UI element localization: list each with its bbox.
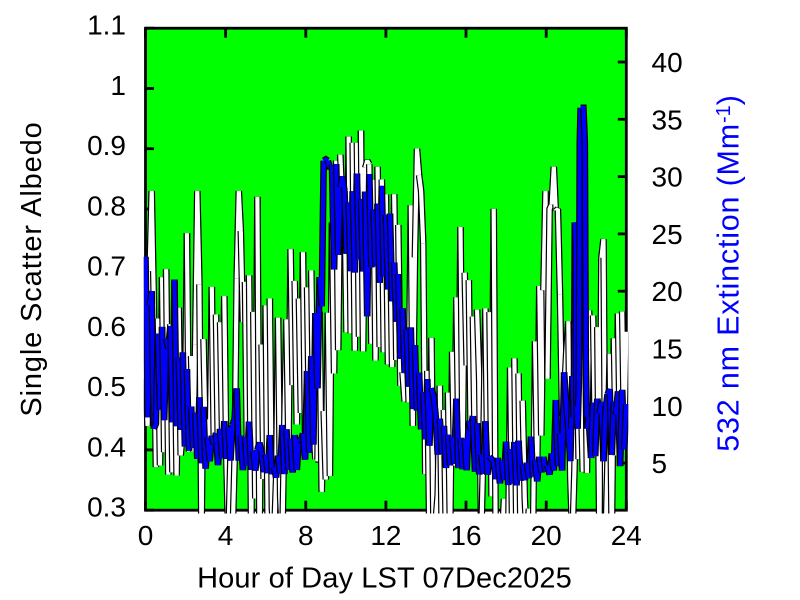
svg-text:0.7: 0.7 [87,251,126,282]
svg-text:25: 25 [652,219,683,250]
svg-text:24: 24 [611,520,642,551]
svg-text:0.6: 0.6 [87,311,126,342]
svg-text:10: 10 [652,391,683,422]
svg-text:0.5: 0.5 [87,371,126,402]
svg-text:4: 4 [218,520,234,551]
svg-text:16: 16 [450,520,481,551]
svg-text:Hour of Day LST 07Dec2025: Hour of Day LST 07Dec2025 [197,563,572,595]
svg-text:5: 5 [652,448,668,479]
svg-text:20: 20 [652,276,683,307]
svg-text:532 nm Extinction (Mm-1): 532 nm Extinction (Mm-1) [712,94,746,451]
svg-text:15: 15 [652,334,683,365]
svg-text:35: 35 [652,104,683,135]
svg-text:0: 0 [138,520,154,551]
svg-text:30: 30 [652,162,683,193]
svg-text:1: 1 [110,70,126,101]
svg-text:0.4: 0.4 [87,431,126,462]
svg-text:40: 40 [652,47,683,78]
svg-text:0.8: 0.8 [87,190,126,221]
svg-text:20: 20 [531,520,562,551]
svg-text:12: 12 [370,520,401,551]
svg-text:1.1: 1.1 [87,10,126,41]
svg-text:8: 8 [298,520,314,551]
svg-text:0.3: 0.3 [87,492,126,523]
svg-text:0.9: 0.9 [87,130,126,161]
svg-text:Single Scatter Albedo: Single Scatter Albedo [16,121,48,416]
